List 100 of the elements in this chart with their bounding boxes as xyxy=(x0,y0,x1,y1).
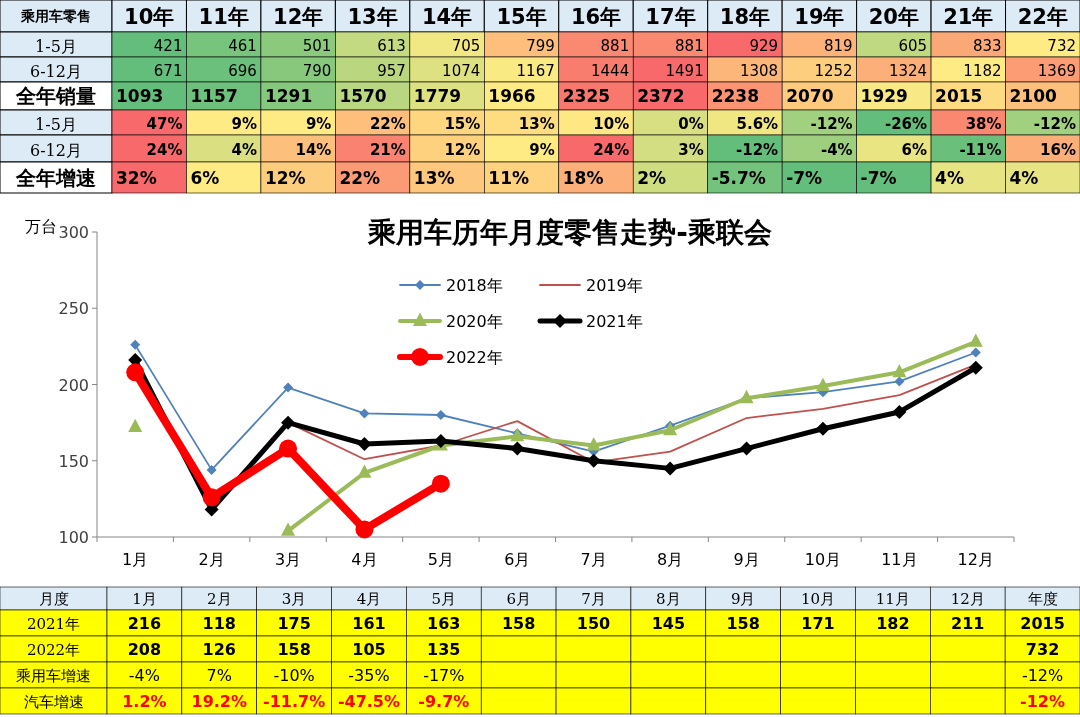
data-label: 790 xyxy=(302,61,332,80)
x-tick-label: 12月 xyxy=(957,550,994,569)
data-label: 6% xyxy=(901,140,928,159)
chart-title: 月度 xyxy=(38,590,69,608)
data-label: 1.2% xyxy=(122,692,167,711)
x-tick-label: 3月 xyxy=(281,590,307,608)
y-tick-label: 汽车增速 xyxy=(23,693,84,711)
data-label: 15% xyxy=(444,114,481,133)
data-label: 32% xyxy=(116,167,157,188)
point xyxy=(815,421,830,436)
data-label: -12% xyxy=(810,114,853,133)
data-label: -7% xyxy=(786,167,823,188)
data-label: 605 xyxy=(898,36,928,55)
x-tick-label: 2月 xyxy=(198,550,225,569)
data-label: -12% xyxy=(1021,666,1064,685)
data-label: 171 xyxy=(801,614,835,633)
x-tick-label: 11月 xyxy=(875,590,910,608)
data-label: 881 xyxy=(675,36,704,55)
data-label: 158 xyxy=(501,614,536,633)
y-tick-label: 1-5月 xyxy=(35,36,77,56)
point xyxy=(357,464,372,478)
point xyxy=(202,488,221,507)
data-label: 161 xyxy=(352,614,386,633)
data-label: 671 xyxy=(153,61,183,80)
x-tick-label: 2月 xyxy=(207,590,232,608)
data-label: 461 xyxy=(228,36,257,55)
x-tick-label: 15年 xyxy=(496,5,547,29)
y-tick-label: 6-12月 xyxy=(30,61,82,81)
data-label: 9% xyxy=(529,140,555,159)
data-label: -12% xyxy=(1020,692,1066,711)
x-tick-label: 13年 xyxy=(347,5,398,29)
x-tick-label: 1月 xyxy=(132,590,157,608)
point xyxy=(586,437,601,451)
data-label: 145 xyxy=(651,614,686,633)
chart-title: 乘用车历年月度零售走势-乘联会 xyxy=(367,216,772,249)
data-label: 14% xyxy=(295,140,332,159)
data-label: 38% xyxy=(965,114,1002,133)
data-label: 929 xyxy=(749,36,779,55)
legend-label: 2019年 xyxy=(586,276,643,295)
data-label: -12% xyxy=(736,140,779,159)
data-label: 13% xyxy=(518,114,555,133)
x-tick-label: 10月 xyxy=(800,590,836,608)
x-tick-label: 9月 xyxy=(733,550,760,569)
legend-label: 2022年 xyxy=(446,348,503,367)
data-label: 21% xyxy=(369,140,406,159)
y-tick-label: 150 xyxy=(58,451,89,471)
point xyxy=(892,363,907,378)
y-tick-label: 乘用车增速 xyxy=(16,667,91,685)
data-label: 5.6% xyxy=(736,114,779,133)
point xyxy=(283,382,294,393)
data-label: 732 xyxy=(1025,640,1060,659)
data-label: 7% xyxy=(206,666,232,685)
data-label: 833 xyxy=(972,36,1002,55)
point xyxy=(739,389,754,404)
data-label: 881 xyxy=(600,36,630,55)
data-label: 2100 xyxy=(1009,86,1058,106)
data-label: 208 xyxy=(127,640,162,659)
data-label: 799 xyxy=(526,36,555,55)
data-label: 175 xyxy=(277,614,311,633)
data-label: 1308 xyxy=(739,61,779,80)
data-label: -4% xyxy=(128,666,160,685)
x-tick-label: 年度 xyxy=(1027,590,1058,608)
data-label: 1324 xyxy=(888,61,928,80)
data-label: 1157 xyxy=(190,86,238,106)
data-label: -10% xyxy=(273,666,315,685)
data-label: 47% xyxy=(146,114,183,133)
data-label: 0% xyxy=(678,114,704,133)
data-label: -17% xyxy=(423,666,465,685)
data-label: 2015 xyxy=(1020,614,1065,633)
data-label: -11% xyxy=(959,140,1002,159)
chart-title: 乘用车零售 xyxy=(20,8,91,24)
data-label: 163 xyxy=(427,614,461,633)
y-tick-label: 100 xyxy=(58,528,89,547)
y-tick-label: 300 xyxy=(58,223,89,242)
point xyxy=(739,441,754,456)
data-label: 1966 xyxy=(488,86,536,106)
data-label: -5.7% xyxy=(711,167,766,188)
data-label: 819 xyxy=(823,36,853,55)
data-label: -9.7% xyxy=(418,692,470,711)
data-label: 150 xyxy=(576,614,611,633)
point xyxy=(510,441,525,456)
x-tick-label: 16年 xyxy=(570,5,622,29)
y-tick-label: 6-12月 xyxy=(30,140,82,160)
point xyxy=(435,410,446,420)
point xyxy=(586,453,601,468)
x-tick-label: 7月 xyxy=(581,590,606,608)
x-tick-label: 4月 xyxy=(356,590,382,608)
legend-label: 2018年 xyxy=(446,276,503,295)
data-label: 105 xyxy=(352,640,386,659)
point xyxy=(815,377,830,391)
data-label: 22% xyxy=(369,114,406,133)
x-tick-label: 5月 xyxy=(427,550,454,569)
data-label: 1491 xyxy=(665,61,704,80)
data-label: 135 xyxy=(427,640,461,659)
x-tick-label: 4月 xyxy=(351,550,378,569)
data-label: 421 xyxy=(153,36,183,55)
data-label: 1369 xyxy=(1037,61,1076,80)
y-tick-label: 200 xyxy=(58,375,89,395)
x-tick-label: 9月 xyxy=(730,590,756,608)
x-tick-label: 11年 xyxy=(198,5,249,29)
